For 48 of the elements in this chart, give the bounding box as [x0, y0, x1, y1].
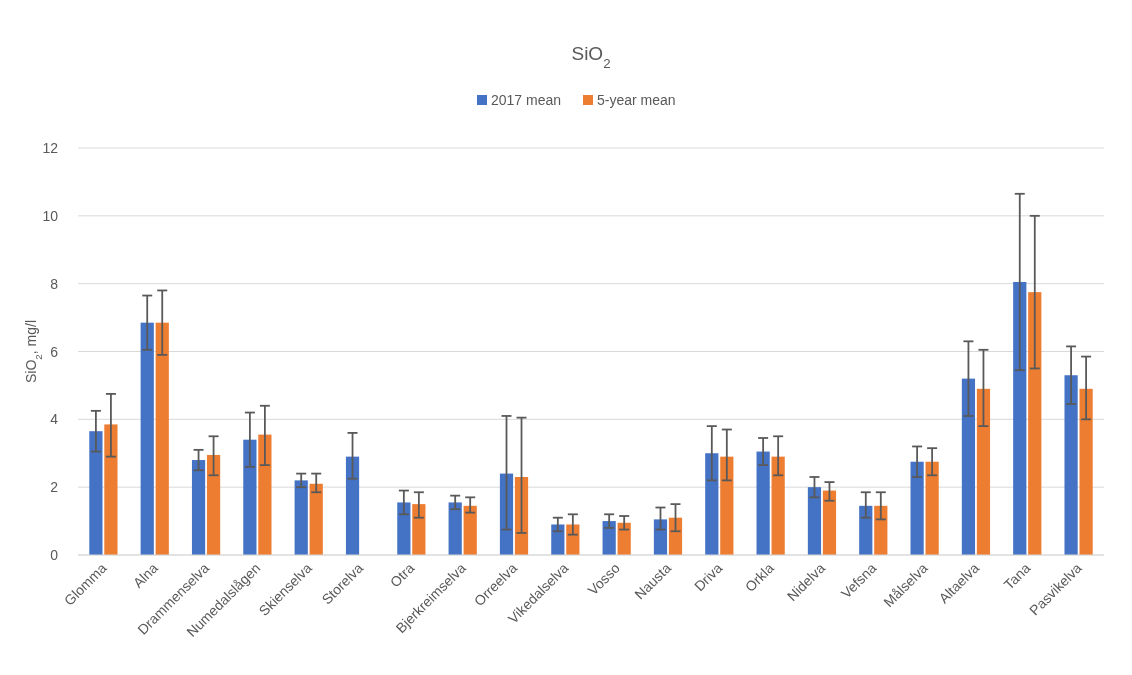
bar — [345, 456, 360, 555]
chart-title: SiO$_{2}$ — [571, 43, 611, 71]
legend-label: 2017 mean — [491, 92, 562, 108]
bar — [1013, 281, 1027, 555]
bar — [140, 322, 154, 555]
bar — [617, 522, 631, 555]
bar — [397, 502, 411, 555]
bar — [771, 456, 785, 555]
bar — [104, 424, 118, 555]
bar — [294, 480, 308, 555]
bar — [191, 460, 206, 555]
y-tick-label: 0 — [50, 547, 59, 563]
bar — [1064, 375, 1078, 555]
y-tick-label: 2 — [50, 479, 59, 496]
bar — [976, 388, 991, 555]
bar — [551, 524, 565, 555]
bar — [309, 483, 323, 555]
bar — [961, 378, 976, 555]
bar — [910, 461, 924, 555]
y-tick-label: 10 — [42, 207, 59, 224]
bar — [89, 431, 103, 555]
bar — [807, 487, 822, 555]
bar — [602, 521, 616, 555]
y-tick-label: 12 — [42, 140, 59, 156]
bar — [412, 504, 426, 555]
bar — [566, 524, 580, 555]
bar — [925, 461, 939, 555]
bar — [258, 434, 272, 555]
x-tick-label: Tana — [1000, 559, 1034, 593]
bar — [206, 454, 221, 555]
y-tick-label: 4 — [50, 411, 59, 428]
bar — [243, 439, 257, 555]
bar — [1079, 388, 1093, 555]
bar — [720, 456, 734, 555]
bar — [155, 322, 169, 555]
bar — [705, 453, 719, 555]
y-tick-label: 6 — [50, 343, 59, 360]
bar — [448, 502, 462, 555]
bar — [463, 505, 477, 555]
bar — [822, 490, 837, 555]
legend-label: 5-year mean — [597, 92, 676, 108]
bar — [859, 505, 873, 555]
bar — [874, 505, 888, 555]
y-tick-label: 8 — [50, 275, 59, 292]
bar — [756, 451, 770, 555]
bar — [653, 519, 668, 555]
bar — [1028, 292, 1042, 555]
bar — [668, 517, 683, 555]
